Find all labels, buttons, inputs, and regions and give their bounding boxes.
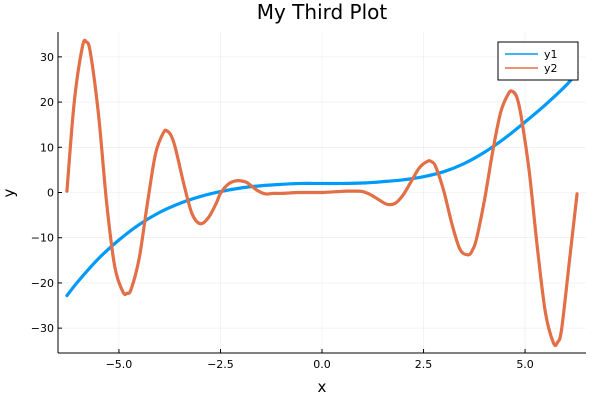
y-tick-label: 30 (40, 51, 54, 64)
x-tick-label: 2.5 (415, 358, 433, 371)
x-tick-labels: −5.0 −2.5 0.0 2.5 5.0 (106, 358, 534, 371)
y-tick-label: 0 (47, 187, 54, 200)
legend-box (497, 41, 579, 81)
y-tick-labels: −30 −20 −10 0 10 20 30 (31, 51, 54, 335)
series-line-y2 (65, 38, 579, 348)
y-tick-label: −10 (31, 232, 54, 245)
x-tick-label: −2.5 (207, 358, 234, 371)
legend-label-y2: y2 (544, 62, 558, 75)
y-tick-label: −20 (31, 277, 54, 290)
x-axis-label: x (318, 378, 327, 396)
x-tick-label: 5.0 (516, 358, 534, 371)
y-tick-label: −30 (31, 322, 54, 335)
x-tick-label: 0.0 (313, 358, 331, 371)
axes-frame (57, 32, 586, 354)
chart-title: My Third Plot (257, 0, 388, 24)
y-tick-label: 10 (40, 141, 54, 154)
y-axis-label: y (0, 188, 18, 197)
y-tick-label: 20 (40, 96, 54, 109)
legend-label-y1: y1 (544, 48, 558, 61)
x-tick-label: −5.0 (106, 358, 133, 371)
series-layer (65, 38, 579, 348)
series-y2 (65, 38, 579, 348)
